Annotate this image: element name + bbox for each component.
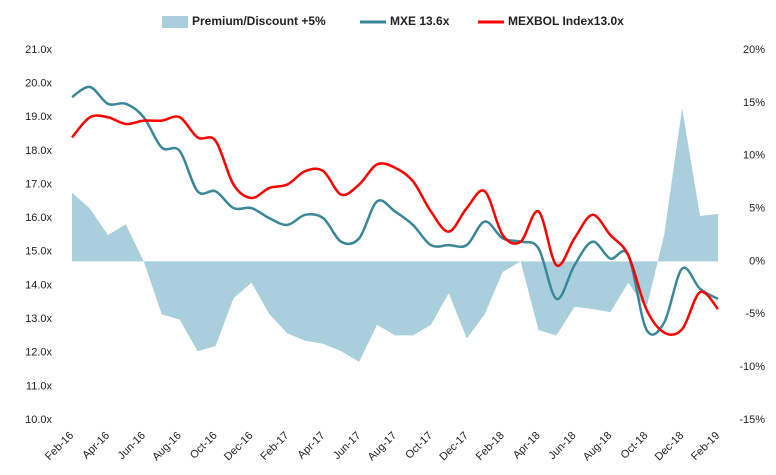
y2-tick-label: -10%: [739, 361, 765, 373]
y-tick-label: 14.0x: [25, 279, 52, 291]
line: [71, 85, 719, 336]
y-tick-label: 20.0x: [25, 78, 52, 90]
x-tick-label: Apr-16: [80, 430, 112, 462]
x-tick-label: Jun-17: [331, 430, 363, 462]
x-tick-label: Apr-17: [296, 430, 328, 462]
y2-tick-label: -15%: [739, 414, 765, 426]
legend-label: MXE 13.6x: [390, 14, 450, 28]
x-tick-label: Dec-18: [653, 430, 687, 464]
x-tick-label: Oct-16: [188, 430, 220, 462]
y-tick-label: 18.0x: [25, 145, 52, 157]
y-tick-label: 16.0x: [25, 212, 52, 224]
x-tick-label: Jun-16: [116, 430, 148, 462]
x-tick-label: Oct-18: [619, 430, 651, 462]
y2-tick-label: 0%: [749, 255, 765, 267]
y-tick-label: 15.0x: [25, 246, 52, 258]
y2-tick-label: 15%: [743, 97, 765, 109]
y2-tick-label: 10%: [743, 150, 765, 162]
x-tick-label: Aug-16: [150, 430, 184, 464]
x-tick-label: Dec-17: [437, 430, 471, 464]
x-tick-label: Jun-18: [546, 430, 578, 462]
y2-tick-label: -5%: [745, 308, 765, 320]
x-tick-label: Aug-18: [581, 430, 615, 464]
legend-swatch: [162, 16, 188, 28]
x-tick-label: Apr-18: [511, 430, 543, 462]
x-tick-label: Aug-17: [366, 430, 400, 464]
y-tick-label: 10.0x: [25, 414, 52, 426]
x-tick-label: Oct-17: [403, 430, 435, 462]
y2-tick-label: 5%: [749, 202, 765, 214]
y2-tick-label: 20%: [743, 44, 765, 56]
area: [72, 108, 718, 362]
x-tick-label: Dec-16: [222, 430, 256, 464]
y-tick-label: 17.0x: [25, 178, 52, 190]
x-tick-label: Feb-19: [689, 430, 722, 463]
y-tick-label: 13.0x: [25, 313, 52, 325]
x-tick-label: Feb-16: [43, 430, 76, 463]
legend-label: MEXBOL Index13.0x: [508, 14, 624, 28]
y-tick-label: 12.0x: [25, 347, 52, 359]
y-tick-label: 11.0x: [26, 380, 53, 392]
x-tick-label: Feb-18: [474, 430, 507, 463]
legend-label: Premium/Discount +5%: [192, 14, 326, 28]
y-tick-label: 19.0x: [25, 111, 52, 123]
line: [71, 114, 719, 336]
x-tick-label: Feb-17: [258, 430, 291, 463]
y-tick-label: 21.0x: [25, 44, 52, 56]
